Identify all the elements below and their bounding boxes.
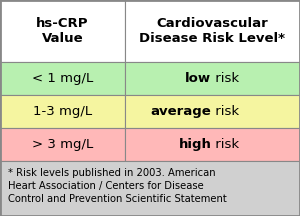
Text: high: high xyxy=(178,138,211,151)
Text: 1-3 mg/L: 1-3 mg/L xyxy=(33,105,92,118)
Text: average: average xyxy=(151,105,211,118)
Text: hs-CRP
Value: hs-CRP Value xyxy=(36,17,88,45)
Text: Cardiovascular
Disease Risk Level*: Cardiovascular Disease Risk Level* xyxy=(139,17,285,45)
Bar xyxy=(124,0,300,62)
Text: risk: risk xyxy=(211,72,239,85)
Bar xyxy=(124,62,300,95)
Text: risk: risk xyxy=(211,138,239,151)
Bar xyxy=(0,62,124,95)
Bar xyxy=(0,95,124,128)
Bar xyxy=(0,128,124,161)
Text: > 3 mg/L: > 3 mg/L xyxy=(32,138,93,151)
Text: low: low xyxy=(185,72,211,85)
Text: < 1 mg/L: < 1 mg/L xyxy=(32,72,93,85)
Text: * Risk levels published in 2003. American
Heart Association / Centers for Diseas: * Risk levels published in 2003. America… xyxy=(8,168,226,205)
Text: risk: risk xyxy=(211,105,239,118)
Bar xyxy=(0,0,124,62)
Bar xyxy=(124,95,300,128)
Bar xyxy=(124,128,300,161)
Bar xyxy=(0,161,300,216)
